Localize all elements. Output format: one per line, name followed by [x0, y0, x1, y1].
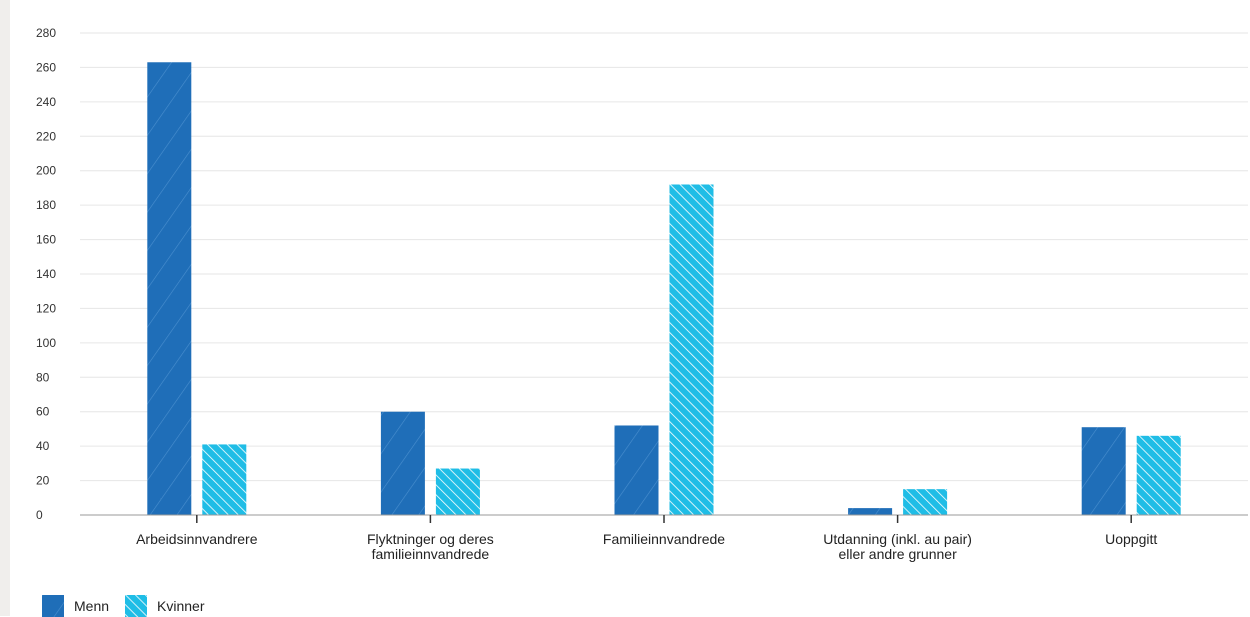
- y-tick-label: 180: [36, 198, 56, 212]
- y-tick-label: 0: [36, 508, 43, 522]
- grid-lines: [80, 32, 1248, 482]
- legend-swatch-kvinner: [125, 595, 148, 617]
- y-axis-ticks: 0 20 40 60 80 100 120 140 160 180 200 220 240 260 280: [36, 26, 56, 522]
- legend-item-kvinner: Kvinner: [125, 595, 205, 617]
- x-category-label: Flyktninger og deres familieinnvandrede: [367, 531, 494, 562]
- y-tick-label: 280: [36, 26, 56, 40]
- x-category-label: Arbeidsinnvandrere: [136, 531, 258, 547]
- bar-menn-3: [848, 508, 893, 515]
- y-tick-label: 60: [36, 405, 50, 419]
- left-border-strip: [0, 0, 10, 616]
- bars: [147, 62, 1181, 516]
- bar-kvinner-0: [202, 444, 247, 515]
- bar-menn-4: [1081, 427, 1126, 515]
- bar-menn-1: [380, 411, 425, 515]
- y-tick-label: 120: [36, 301, 56, 315]
- bar-chart: 020406080100120140160180200220240260280 …: [36, 26, 1248, 562]
- y-tick-label: 100: [36, 336, 56, 350]
- y-tick-label: 20: [36, 474, 50, 488]
- legend-label-kvinner: Kvinner: [157, 598, 205, 614]
- bar-menn-0: [147, 62, 192, 516]
- legend-swatch-menn: [42, 595, 64, 617]
- x-axis: [80, 514, 1248, 523]
- x-category-label: Uoppgitt: [1105, 531, 1157, 547]
- y-tick-label: 220: [36, 129, 56, 143]
- legend: Menn Kvinner: [42, 595, 221, 617]
- x-category-label: Familieinnvandrede: [603, 531, 725, 547]
- bar-kvinner-3: [903, 489, 948, 515]
- x-category-label: Utdanning (inkl. au pair) eller andre gru…: [823, 531, 972, 562]
- x-axis-labels: Arbeidsinnvandrere Flyktninger og deres fa…: [136, 531, 1157, 562]
- bar-kvinner-1: [435, 468, 480, 515]
- bar-menn-2: [614, 425, 659, 515]
- y-tick-label: 160: [36, 233, 56, 247]
- bar-kvinner-4: [1136, 435, 1181, 515]
- y-tick-label: 40: [36, 439, 50, 453]
- y-tick-label: 200: [36, 164, 56, 178]
- y-tick-label: 240: [36, 95, 56, 109]
- y-tick-label: 260: [36, 60, 56, 74]
- bar-kvinner-2: [669, 184, 714, 515]
- legend-label-menn: Menn: [74, 598, 110, 614]
- legend-item-menn: Menn: [42, 595, 109, 617]
- y-tick-label: 80: [36, 370, 50, 384]
- y-tick-label: 140: [36, 267, 56, 281]
